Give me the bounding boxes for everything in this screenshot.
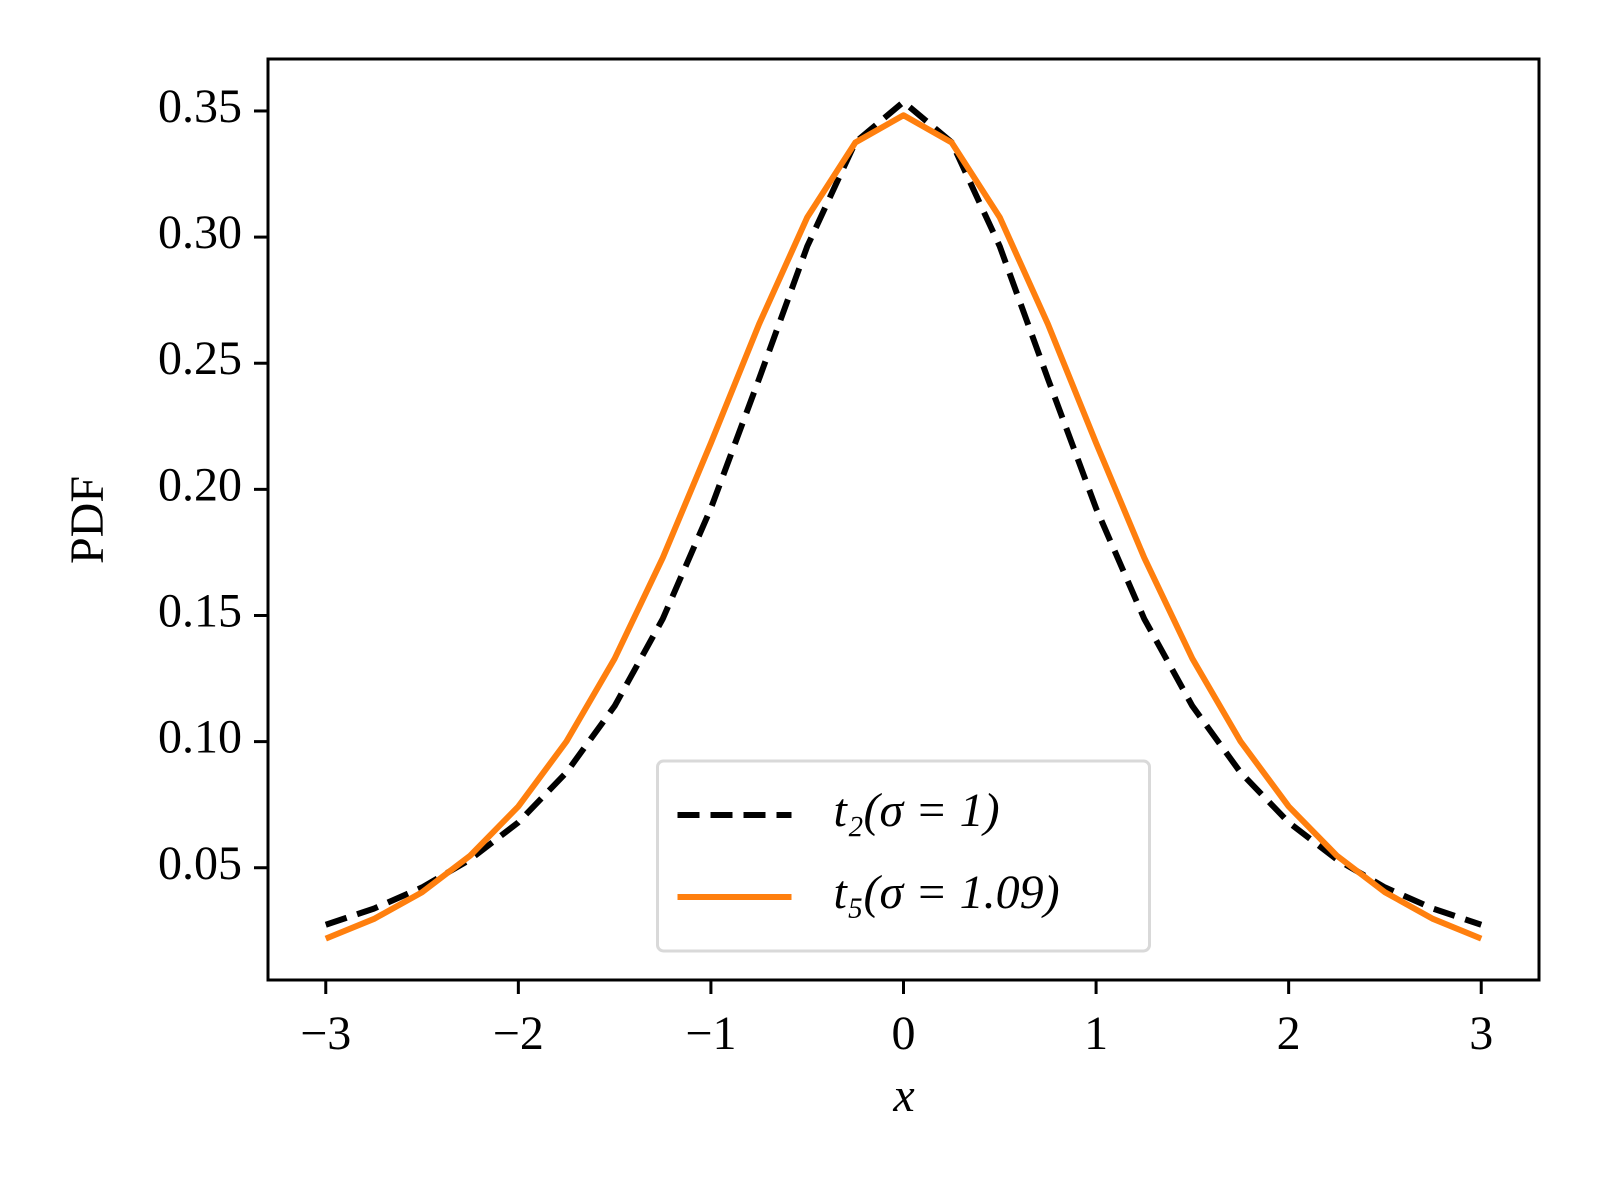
x-tick-label: 3 [1469,1007,1493,1060]
y-tick-label: 0.35 [158,80,242,133]
plot-frame [266,57,1541,982]
y-tick-label: 0.25 [158,332,242,385]
x-tick-label: 1 [1084,1007,1108,1060]
legend-label: t₂(σ = 1) [834,784,1000,837]
x-tick-label: −3 [300,1007,351,1060]
y-tick-label: 0.05 [158,837,242,890]
x-axis-label: x [892,1069,914,1122]
x-tick-label: 0 [892,1007,916,1060]
legend-label: t₅(σ = 1.09) [834,866,1060,919]
legend: t₂(σ = 1) t₅(σ = 1.09) [656,759,1151,953]
line-series [324,98,1483,928]
y-tick-label: 0.15 [158,585,242,638]
y-tick-label: 0.30 [158,206,242,259]
y-axis-label: PDF [61,476,114,564]
x-tick-label: −1 [685,1007,736,1060]
y-tick-label: 0.20 [158,458,242,511]
x-tick-label: −2 [493,1007,544,1060]
line-series [324,112,1483,942]
legend-box [656,759,1151,953]
y-tick-label: 0.10 [158,711,242,764]
x-tick-label: 2 [1277,1007,1301,1060]
